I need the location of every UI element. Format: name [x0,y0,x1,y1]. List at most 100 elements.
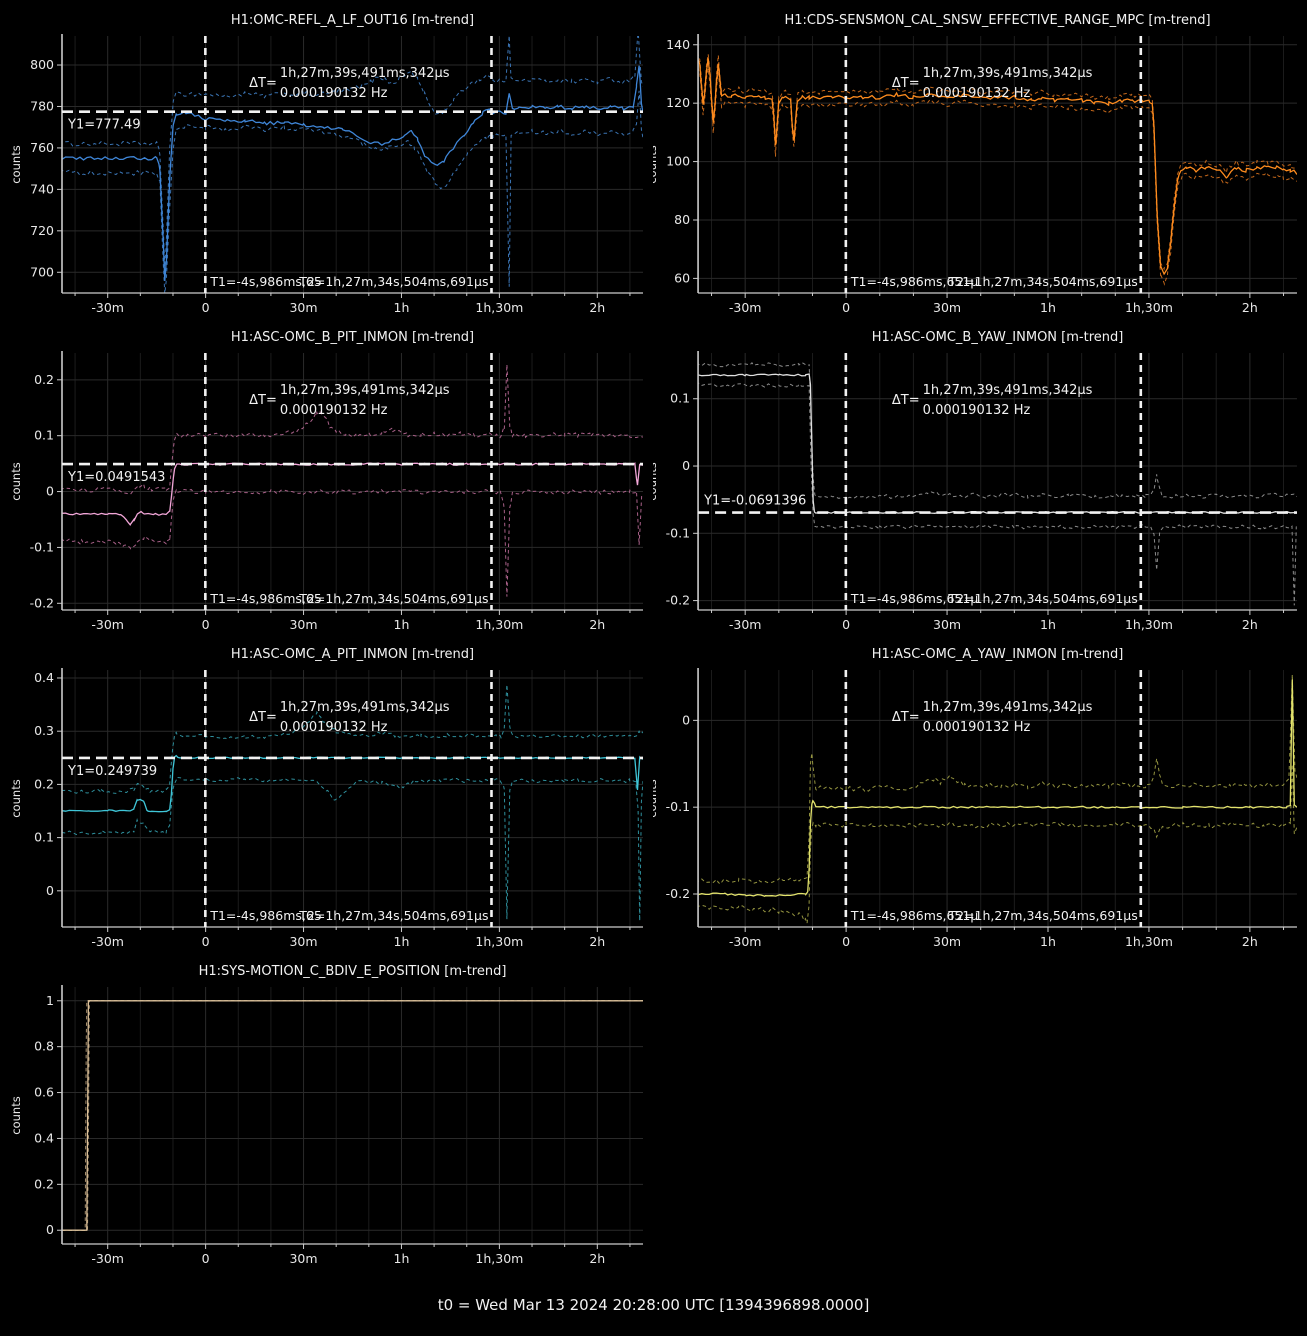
series-min-asc-omc-a-pit-inmon [62,776,643,921]
x-tick-label: 30m [933,934,961,949]
t1-readout: T1=-4s,986ms,651µ [850,274,978,289]
plot-title: H1:ASC-OMC_A_YAW_INMON [m-trend] [871,647,1124,662]
y-tick-label: 0.4 [34,1130,54,1145]
x-tick-label: -30m [729,300,762,315]
x-tick-label: 0 [202,1251,210,1266]
x-tick-label: 1h [1040,300,1056,315]
y-axis-label: counts [653,462,659,500]
series-mean-omc-refl-a-lf-out16 [62,65,643,282]
delta-t-hz: 0.000190132 Hz [280,86,388,101]
x-tick-label: 1h,30m [475,300,523,315]
series-mean-cds-sensmon-cal-snsw-effective-range-mpc [698,57,1297,276]
x-tick-label: 2h [1242,617,1258,632]
x-tick-label: -30m [91,300,124,315]
delta-t-value: 1h,27m,39s,491ms,342µs [923,383,1093,398]
y-tick-label: 700 [30,264,54,279]
x-tick-label: 30m [933,617,961,632]
x-tick-label: -30m [729,934,762,949]
x-tick-label: 1h,30m [1125,934,1173,949]
plot-canvas-asc-omc-b-pit-inmon[interactable]: -30m 0 30m 1h 1h,30m 2h -0.2 -0.1 0 0.1 0.2 counts Y… [0,349,653,644]
y-tick-label: 0 [46,484,54,499]
y-tick-label: 80 [674,212,690,227]
series-max-asc-omc-b-yaw-inmon [698,361,1297,500]
y-axis-label: counts [9,462,23,500]
plot-canvas-asc-omc-b-yaw-inmon[interactable]: -30m 0 30m 1h 1h,30m 2h -0.2 -0.1 0 0.1 counts Y1=-… [653,349,1307,644]
delta-t-value: 1h,27m,39s,491ms,342µs [923,66,1093,81]
plot-grid: H1:OMC-REFL_A_LF_OUT16 [m-trend] -30m 0 30… [0,13,1307,1278]
x-tick-label: 2h [1242,300,1258,315]
y-tick-label: 60 [674,270,690,285]
y-tick-label: 120 [666,95,690,110]
series-min-asc-omc-b-pit-inmon [62,488,643,597]
plot-title: H1:ASC-OMC_B_PIT_INMON [m-trend] [230,330,475,345]
y-axis-label: counts [653,145,659,183]
x-tick-label: 1h [1040,617,1056,632]
t2-readout: T2=1h,27m,34s,504ms,691µs [947,274,1137,289]
y1-cursor-label: Y1=777.49 [67,118,141,133]
plot-title: H1:SYS-MOTION_C_BDIV_E_POSITION [m-trend… [198,964,507,979]
y-tick-label: 800 [30,57,54,72]
delta-t-label: ΔT= [249,710,277,725]
y-tick-label: 0.1 [670,391,690,406]
plot-asc-omc-b-yaw-inmon: H1:ASC-OMC_B_YAW_INMON [m-trend] -30m 0 30… [653,327,1307,644]
series-min-sys-motion-c-bdiv-e-position [62,1000,643,1231]
x-tick-label: 2h [589,934,605,949]
x-tick-label: -30m [729,617,762,632]
plot-title: H1:CDS-SENSMON_CAL_SNSW_EFFECTIVE_RANGE_… [784,13,1211,28]
x-tick-label: 0 [202,300,210,315]
t1-readout: T1=-4s,986ms,651µ [850,591,978,606]
series-mean-asc-omc-a-yaw-inmon [698,679,1297,898]
x-tick-label: 1h,30m [475,934,523,949]
x-tick-label: 1h [1040,934,1056,949]
plot-canvas-omc-refl-a-lf-out16[interactable]: -30m 0 30m 1h 1h,30m 2h 700 720 740 760 780 800 coun… [0,32,653,327]
y-tick-label: 780 [30,98,54,113]
plot-canvas-sys-motion-c-bdiv-e-position[interactable]: -30m 0 30m 1h 1h,30m 2h 0 0.2 0.4 0.6 0.8 1 counts [0,983,653,1278]
delta-t-value: 1h,27m,39s,491ms,342µs [280,66,450,81]
plot-canvas-asc-omc-a-yaw-inmon[interactable]: -30m 0 30m 1h 1h,30m 2h -0.2 -0.1 0 counts 1h,27m,… [653,666,1307,961]
series-max-asc-omc-a-yaw-inmon [698,674,1297,885]
delta-t-hz: 0.000190132 Hz [280,720,388,735]
plot-canvas-cds-sensmon-cal-snsw-effective-range-mpc[interactable]: -30m 0 30m 1h 1h,30m 2h 60 80 100 120 140 counts 1h,… [653,32,1307,327]
delta-t-label: ΔT= [249,76,277,91]
y-tick-label: 0.6 [34,1085,54,1100]
x-tick-label: 0 [842,934,850,949]
delta-t-value: 1h,27m,39s,491ms,342µs [280,383,450,398]
t2-readout: T2=1h,27m,34s,504ms,691µs [298,591,488,606]
x-tick-label: 0 [202,617,210,632]
y-tick-label: 720 [30,223,54,238]
plot-title: H1:ASC-OMC_B_YAW_INMON [m-trend] [871,330,1124,345]
x-tick-label: 0 [842,617,850,632]
delta-t-hz: 0.000190132 Hz [923,403,1031,418]
y-axis-label: counts [9,1096,23,1134]
y-axis-label: counts [653,779,659,817]
y-tick-label: -0.2 [666,593,690,608]
x-tick-label: -30m [91,1251,124,1266]
plot-title: H1:ASC-OMC_A_PIT_INMON [m-trend] [230,647,475,662]
y-tick-label: 760 [30,140,54,155]
y1-cursor-label: Y1=-0.0691396 [703,494,806,509]
y1-cursor-label: Y1=0.249739 [67,764,157,779]
x-tick-label: 1h,30m [475,617,523,632]
y-tick-label: 0 [682,712,690,727]
x-tick-label: 2h [589,300,605,315]
x-tick-label: 2h [589,617,605,632]
x-tick-label: 0 [842,300,850,315]
series-min-asc-omc-a-yaw-inmon [698,764,1297,924]
series-max-asc-omc-b-pit-inmon [62,364,643,495]
t1-readout: T1=-4s,986ms,65 [209,591,321,606]
x-tick-label: 1h [394,1251,410,1266]
y-tick-label: -0.2 [666,886,690,901]
y-tick-label: 0.3 [34,723,54,738]
y-axis-label: counts [9,779,23,817]
y-tick-label: -0.1 [30,539,54,554]
y-tick-label: 0.2 [34,372,54,387]
series-max-cds-sensmon-cal-snsw-effective-range-mpc [698,52,1297,271]
t1-readout: T1=-4s,986ms,65 [209,274,321,289]
y-tick-label: 0.4 [34,670,54,685]
plot-canvas-asc-omc-a-pit-inmon[interactable]: -30m 0 30m 1h 1h,30m 2h 0 0.1 0.2 0.3 0.4 counts Y1=… [0,666,653,961]
x-tick-label: 1h,30m [1125,617,1173,632]
y-tick-label: -0.1 [666,799,690,814]
y-tick-label: 0.1 [34,428,54,443]
plot-title: H1:OMC-REFL_A_LF_OUT16 [m-trend] [230,13,475,28]
y-axis-label: counts [9,145,23,183]
